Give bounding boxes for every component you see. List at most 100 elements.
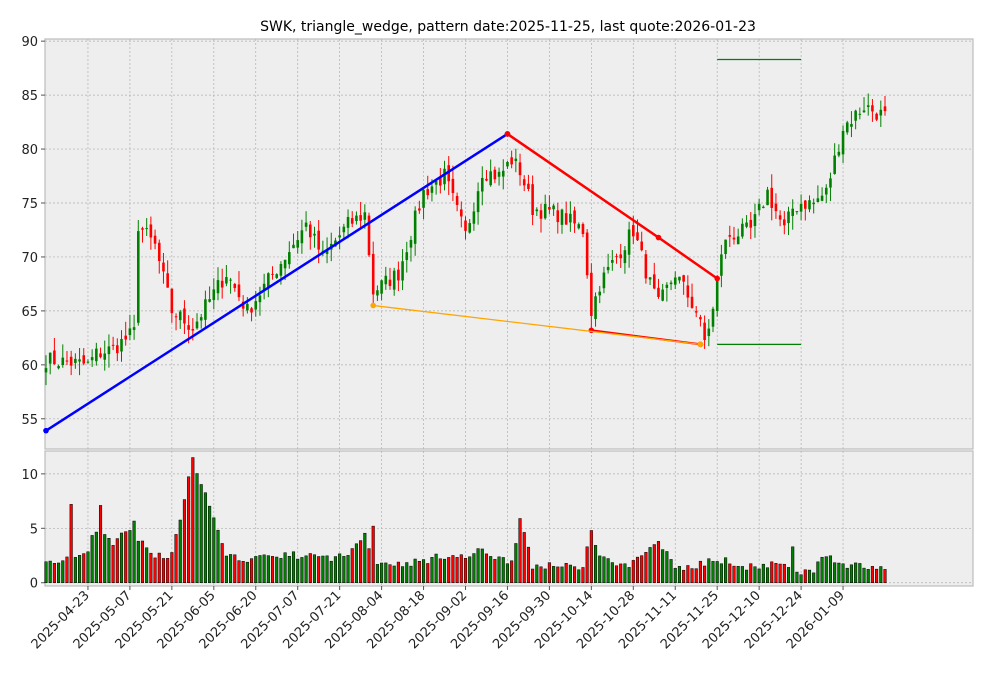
candle-body (401, 261, 404, 281)
volume-bar (778, 563, 782, 583)
volume-bar (69, 504, 73, 583)
volume-bar (589, 530, 593, 583)
candle-body (447, 165, 451, 182)
price-tick-label: 90 (21, 35, 38, 50)
volume-bar (791, 546, 795, 583)
candle-body (225, 277, 228, 284)
candle-body (288, 252, 291, 265)
volume-bar (824, 556, 828, 583)
candle-body (535, 209, 539, 212)
candle-body (229, 279, 232, 281)
candle-body (619, 254, 623, 259)
candle-body (292, 244, 295, 249)
candle-body (409, 239, 413, 248)
candle-body (350, 218, 354, 224)
volume-bar (665, 551, 669, 583)
candle-body (136, 231, 140, 323)
candle-body (510, 157, 513, 165)
volume-bar (543, 568, 547, 583)
volume-bar (73, 557, 77, 583)
candle-body (501, 170, 505, 177)
candle-body (690, 296, 694, 308)
volume-bar (761, 563, 765, 583)
candle-body (380, 280, 383, 294)
candle-body (778, 215, 782, 220)
volume-bar (363, 532, 367, 583)
candle-body (376, 290, 379, 296)
candle-body (804, 200, 807, 209)
candle-body (736, 236, 740, 245)
volume-bar (765, 567, 770, 583)
volume-bar (422, 559, 426, 583)
candle-body (539, 210, 543, 219)
candle-body (317, 230, 320, 250)
candle-body (506, 161, 509, 167)
candle-body (640, 241, 643, 251)
volume-bar (161, 558, 166, 583)
candle-body (57, 366, 60, 369)
volume-bar (497, 556, 501, 583)
volume-bar (145, 547, 149, 583)
volume-bar (476, 548, 480, 583)
candle-body (367, 215, 371, 256)
volume-bar (266, 555, 270, 583)
candle-body (762, 206, 765, 208)
pattern-point-blue (43, 427, 49, 434)
price-tick-label: 85 (21, 89, 38, 104)
volume-tick-label: 5 (30, 522, 38, 537)
candle-body (724, 239, 727, 255)
candle-body (552, 205, 555, 210)
candle-body (829, 178, 832, 188)
volume-bar (371, 525, 375, 583)
volume-bar (132, 520, 136, 583)
candle-body (220, 280, 224, 288)
volume-bar (119, 532, 124, 583)
candle-body (187, 325, 190, 330)
volume-bar (329, 560, 333, 583)
candle-body (308, 224, 312, 238)
volume-bar (241, 561, 245, 583)
candle-body (262, 283, 266, 291)
candle-body (271, 273, 274, 275)
volume-bar (182, 499, 186, 583)
volume-bar (770, 561, 774, 583)
pattern-point-red-upper (655, 234, 662, 241)
volume-bar (187, 476, 191, 583)
candle-body (371, 253, 375, 295)
volume-bar (291, 551, 296, 583)
candle-body (816, 198, 820, 203)
volume-bar (711, 561, 715, 583)
candle-body (665, 284, 669, 288)
candle-body (434, 180, 438, 185)
volume-bar (501, 557, 505, 583)
volume-bar (648, 547, 652, 583)
volume-bar (275, 556, 279, 583)
volume-bar (564, 563, 568, 583)
volume-bar (65, 556, 69, 583)
candle-body (439, 177, 442, 186)
candle-body (191, 328, 195, 331)
volume-bar (522, 532, 526, 583)
candle-body (770, 187, 774, 208)
candle-body (422, 189, 425, 208)
price-tick-label: 65 (21, 305, 38, 320)
candle-body (812, 202, 815, 205)
candle-body (602, 272, 606, 289)
candle-body (871, 105, 874, 112)
volume-bar (359, 540, 363, 583)
candle-body (611, 259, 614, 263)
candle-body (548, 207, 551, 210)
candle-body (476, 191, 480, 213)
candle-body (413, 210, 417, 244)
volume-bar (514, 543, 518, 583)
candle-body (145, 228, 148, 230)
volume-bar (409, 565, 413, 583)
candle-body (53, 350, 56, 365)
volume-bar (816, 561, 820, 583)
candle-body (166, 273, 169, 288)
volume-bar (463, 558, 468, 583)
candle-body (430, 186, 434, 193)
volume-bar (845, 567, 849, 583)
volume-bar (195, 473, 199, 583)
